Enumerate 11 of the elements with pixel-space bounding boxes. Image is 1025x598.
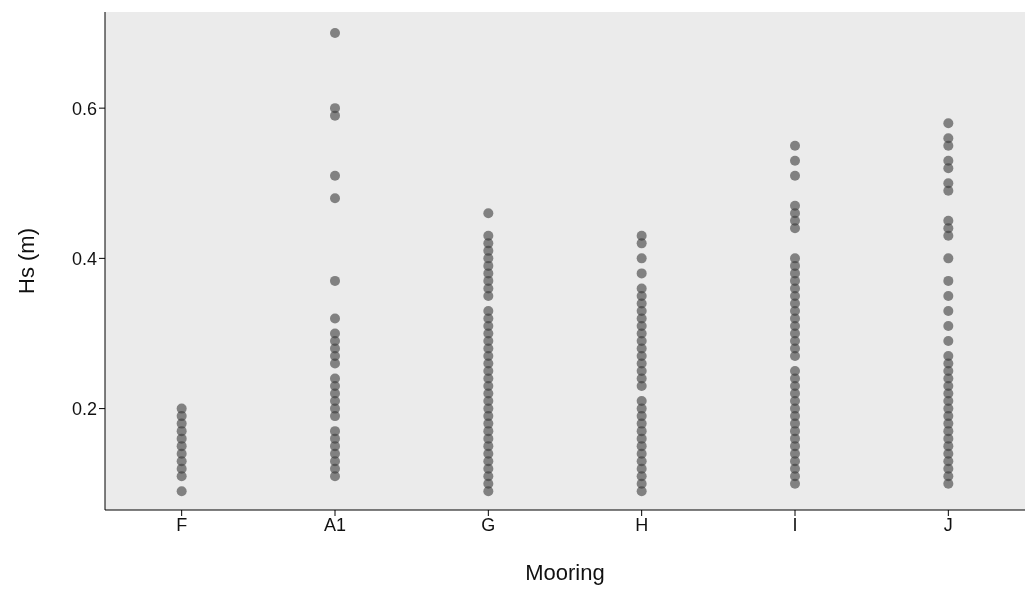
- y-tick-label: 0.4: [71, 248, 97, 269]
- x-tick-label: G: [481, 514, 496, 535]
- y-tick-label: 0.2: [71, 398, 97, 419]
- x-tick-label: H: [635, 514, 649, 535]
- y-axis-title: Hs (m): [13, 228, 39, 294]
- x-axis-title: Mooring: [525, 560, 605, 585]
- y-tick-label: 0.6: [71, 98, 97, 119]
- x-tick-label: A1: [323, 514, 347, 535]
- x-tick-label: F: [176, 514, 188, 535]
- x-tick-label: J: [943, 514, 953, 535]
- x-tick-label: I: [792, 514, 798, 535]
